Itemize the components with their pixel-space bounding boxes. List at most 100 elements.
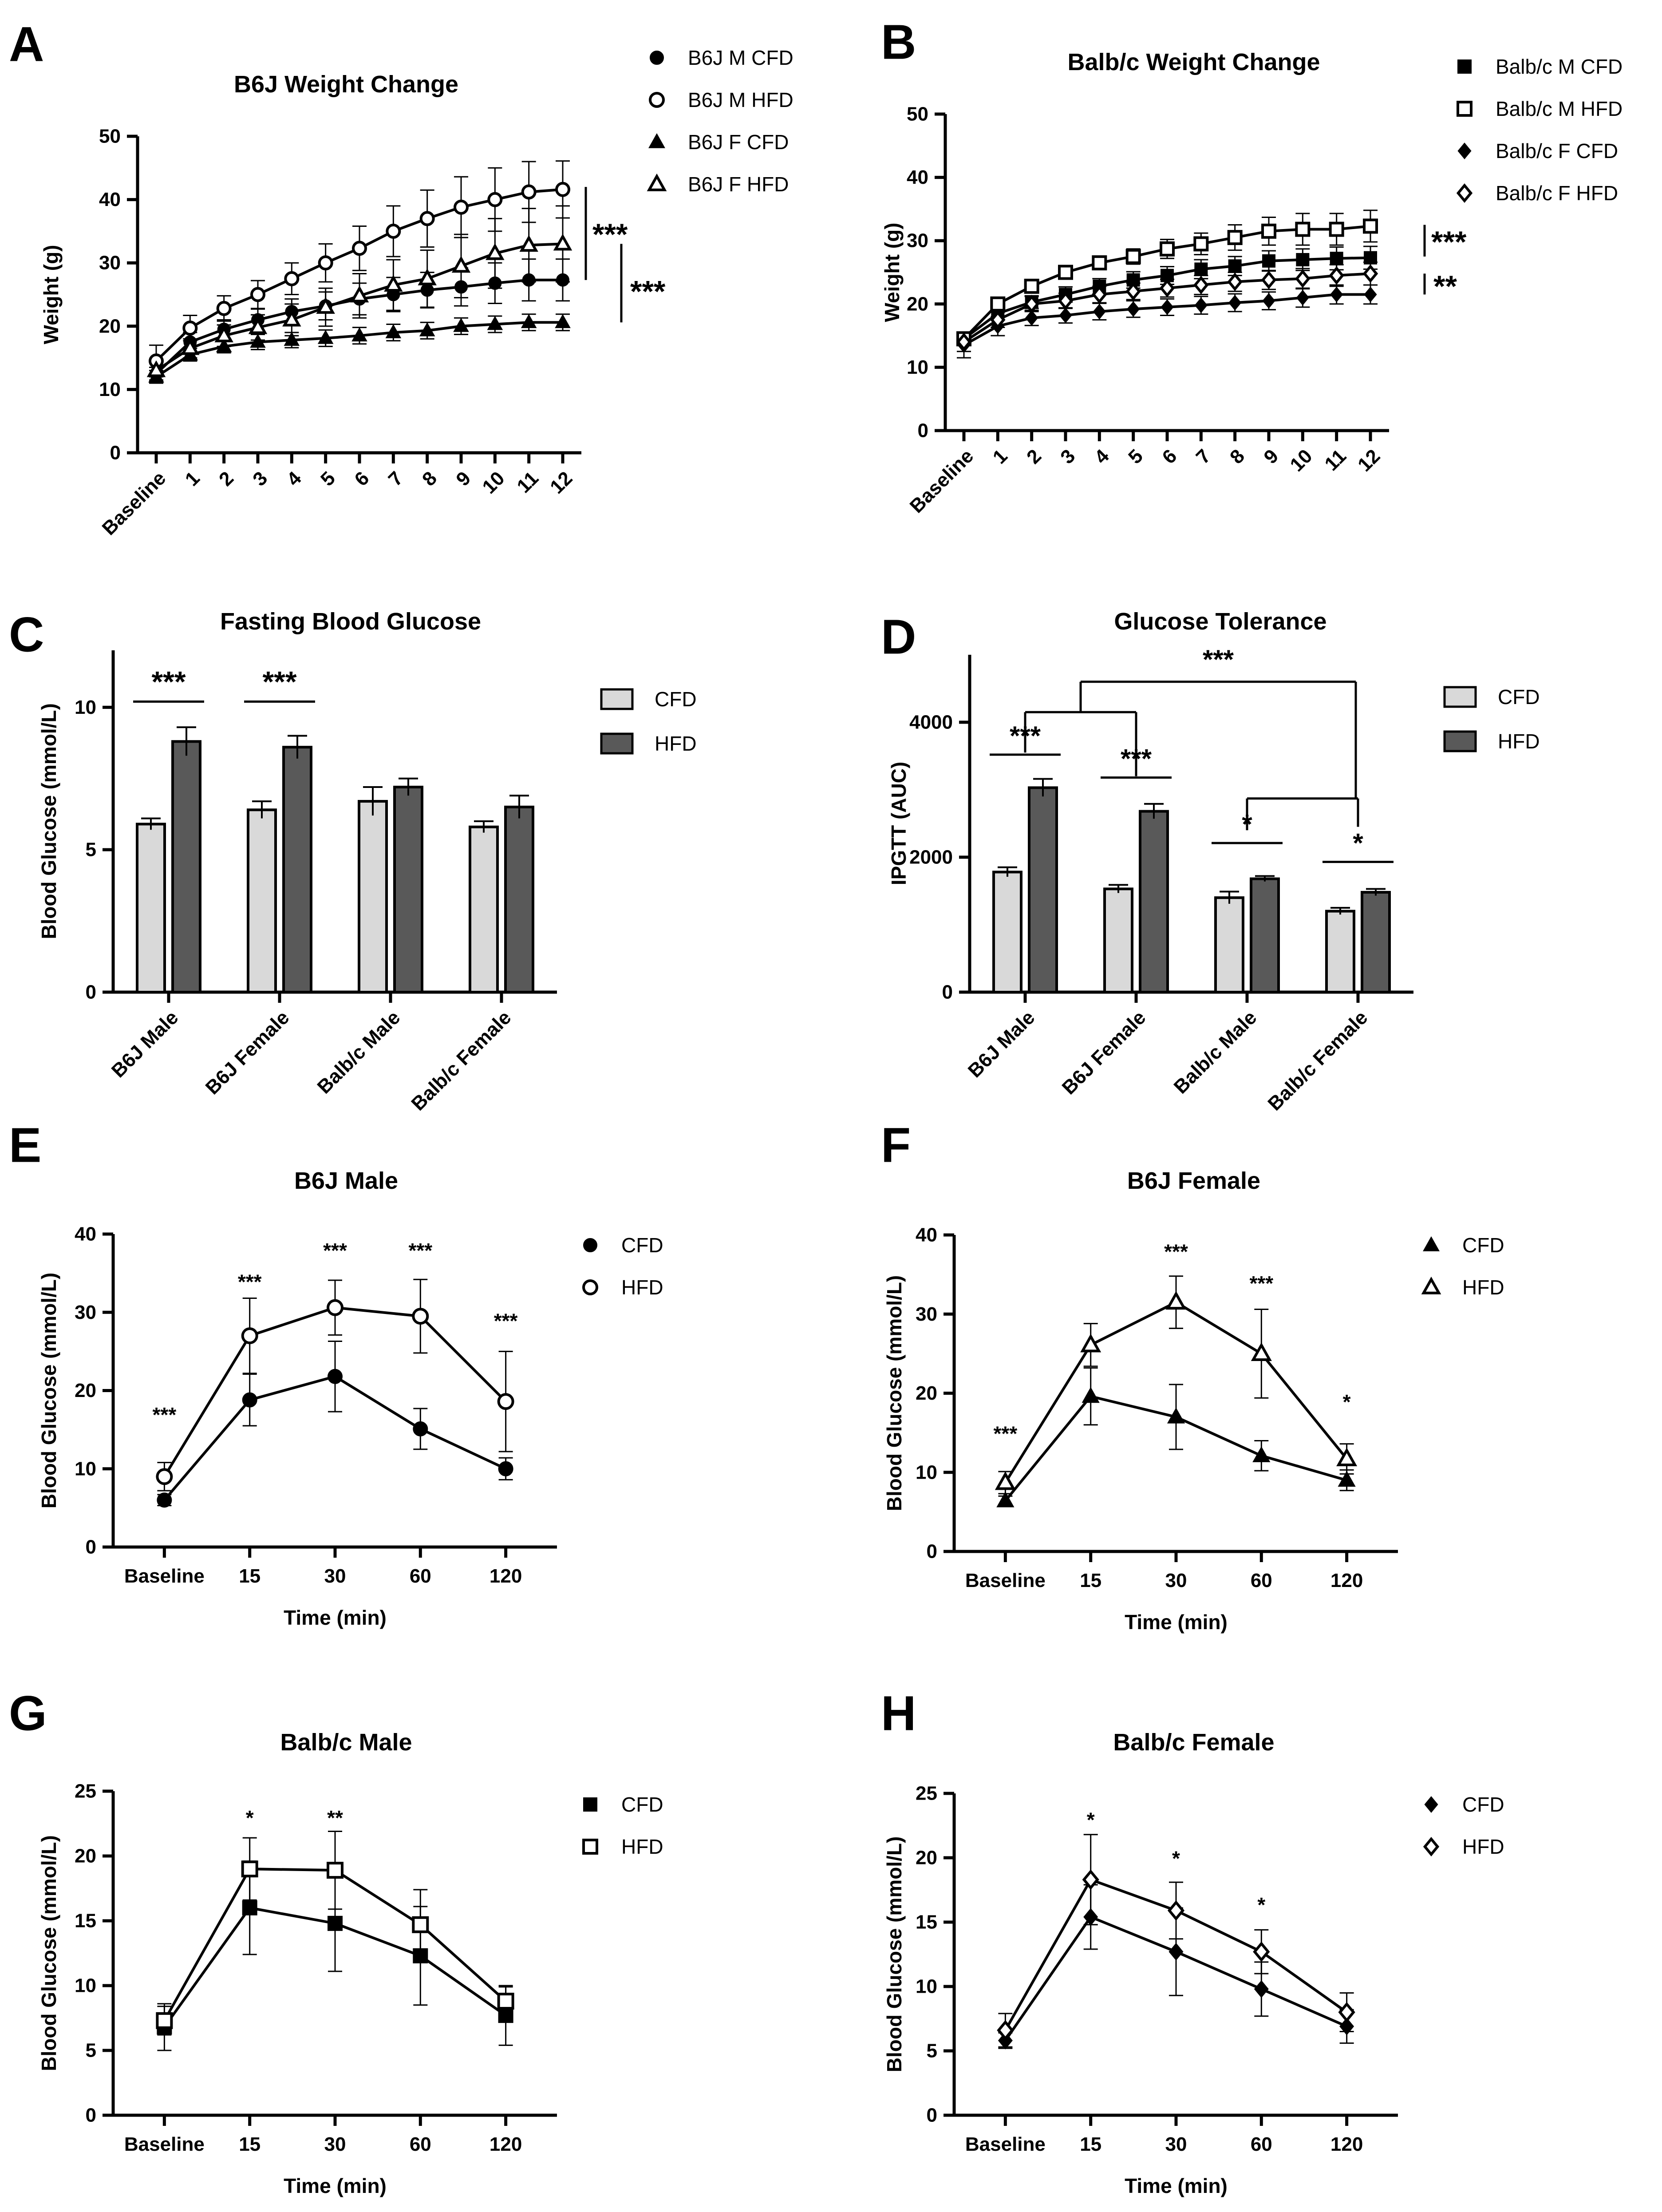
y-axis-label: Blood Glucose (mmol/L) [37,703,60,939]
data-point [454,280,468,294]
x-tick-label: 15 [1080,1570,1101,1591]
bracket-label: * [1353,828,1363,858]
data-point [497,1393,514,1410]
bar [282,746,312,993]
y-tick-label: 0 [86,2105,96,2126]
data-point [1092,255,1107,271]
data-point [1160,241,1175,257]
data-point [146,360,166,377]
x-tick-label: Balb/c Male [313,1007,404,1098]
bracket-label: *** [592,218,628,251]
bar [504,805,534,993]
legend-marker [583,1238,597,1252]
data-point [1024,294,1039,313]
legend-swatch [600,688,634,710]
x-tick-label: 9 [452,467,475,491]
bracket-label: ** [1433,269,1457,303]
significance-label: *** [994,1422,1018,1445]
bar [1250,877,1280,994]
y-axis-label: Blood Glucose (mmol/L) [883,1836,906,2073]
data-point [1364,286,1377,303]
y-tick-label: 20 [75,1380,96,1401]
y-axis-label: Blood Glucose (mmol/L) [37,1835,60,2071]
data-point [412,1308,429,1325]
data-point [998,2031,1013,2050]
y-tick-label: 0 [927,1541,937,1563]
y-axis-label: Weight (g) [880,223,904,322]
data-point [384,275,403,292]
legend-marker [1421,1276,1441,1294]
x-tick-label: B6J Female [1058,1007,1150,1099]
data-point [1295,269,1311,288]
data-point [386,223,401,239]
y-tick-label: 20 [907,293,928,315]
x-tick-label: 120 [490,2133,522,2155]
y-tick-label: 10 [99,379,121,400]
y-axis-label: IPGTT (AUC) [887,762,910,886]
panel-label: E [9,1118,41,1173]
data-point [1296,253,1310,266]
bracket-label: *** [1203,645,1234,674]
legend-label: HFD [621,1276,663,1299]
y-tick-label: 30 [916,1303,937,1325]
data-point [1082,1869,1099,1890]
data-point [1165,1291,1187,1310]
data-point [997,2020,1014,2041]
legend-label: CFD [621,1793,663,1816]
data-point [1193,276,1209,294]
data-point [181,338,200,355]
data-point [1167,1407,1185,1424]
x-axis-label: Time (min) [284,2174,387,2197]
x-tick-label: Baseline [965,2133,1046,2155]
y-tick-label: 30 [75,1302,96,1323]
y-tick-label: 5 [86,2040,96,2062]
data-point [553,233,572,251]
bar [469,825,499,994]
data-point [1261,223,1277,239]
data-point [242,1392,257,1408]
x-tick-label: 7 [384,467,407,491]
significance-label: ** [327,1806,343,1829]
data-point [1058,291,1074,310]
data-point [241,1327,258,1345]
data-point [214,325,233,343]
data-point [284,271,300,286]
x-tick-label: Baseline [98,467,170,540]
y-tick-label: 10 [907,356,928,378]
legend-marker [647,173,667,191]
x-tick-label: 30 [1165,2133,1187,2155]
data-point [522,273,536,287]
y-tick-label: 30 [907,230,928,252]
significance-label: * [246,1806,254,1829]
data-point [1252,1446,1271,1462]
x-tick-label: 12 [546,467,576,498]
panel-title: Glucose Tolerance [1114,608,1326,635]
significance-label: *** [408,1239,432,1262]
bar [171,740,201,994]
x-tick-label: 120 [1330,2133,1363,2155]
significance-label: *** [153,1403,177,1426]
y-tick-label: 50 [99,126,121,147]
bracket-label: *** [262,665,296,698]
data-point [413,1948,428,1963]
data-point [250,287,265,302]
data-point [1262,254,1276,268]
data-point [157,1492,172,1508]
data-point [327,1862,343,1879]
x-tick-label: 1 [181,467,204,491]
x-tick-label: 3 [249,467,272,491]
x-tick-label: Baseline [124,2133,205,2155]
legend-label: B6J M HFD [688,88,793,111]
data-point [1295,222,1311,237]
legend-marker [649,92,665,108]
y-tick-label: 40 [916,1224,937,1246]
legend-marker [1423,1236,1440,1251]
bar [1028,786,1058,993]
panel-label: D [881,610,916,665]
data-point [521,314,537,328]
y-tick-label: 0 [942,981,953,1003]
x-tick-label: 30 [324,1565,346,1587]
data-point [453,317,469,332]
data-point [419,322,435,336]
bar [358,800,388,994]
